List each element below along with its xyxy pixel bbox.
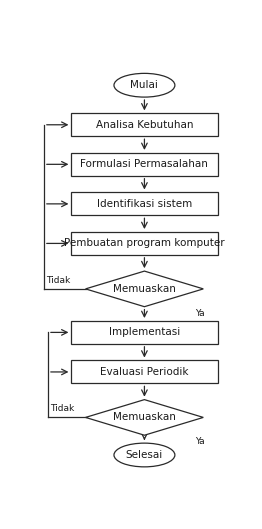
Bar: [71, 153, 217, 176]
Bar: [71, 232, 217, 255]
Text: Tidak: Tidak: [50, 405, 74, 414]
Text: Formulasi Permasalahan: Formulasi Permasalahan: [80, 159, 208, 169]
Text: Pembuatan program komputer: Pembuatan program komputer: [64, 239, 225, 249]
Ellipse shape: [114, 443, 175, 467]
Text: Ya: Ya: [195, 308, 205, 318]
Ellipse shape: [114, 74, 175, 97]
Polygon shape: [85, 399, 203, 435]
Polygon shape: [85, 271, 203, 307]
Text: Implementasi: Implementasi: [109, 327, 180, 338]
Bar: [71, 193, 217, 215]
Bar: [71, 360, 217, 384]
Text: Selesai: Selesai: [126, 450, 163, 460]
Text: Memuaskan: Memuaskan: [113, 284, 176, 294]
Bar: [71, 113, 217, 136]
Text: Mulai: Mulai: [130, 80, 158, 90]
Text: Evaluasi Periodik: Evaluasi Periodik: [100, 367, 189, 377]
Text: Tidak: Tidak: [46, 276, 70, 285]
Bar: [71, 321, 217, 344]
Text: Identifikasi sistem: Identifikasi sistem: [97, 199, 192, 209]
Text: Memuaskan: Memuaskan: [113, 413, 176, 423]
Text: Ya: Ya: [195, 437, 205, 446]
Text: Analisa Kebutuhan: Analisa Kebutuhan: [96, 120, 193, 130]
